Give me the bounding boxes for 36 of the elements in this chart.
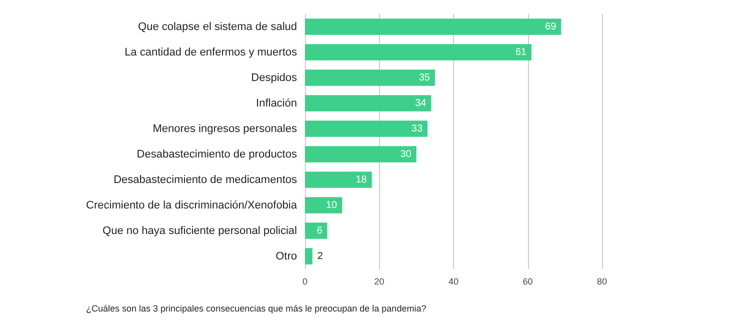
data-label: 34 (415, 98, 427, 109)
data-label: 33 (411, 123, 423, 134)
y-tick-label: Desabastecimiento de medicamentos (114, 174, 298, 186)
bar (305, 120, 428, 137)
data-label: 35 (418, 72, 430, 84)
y-tick-label: Menores ingresos personales (152, 122, 298, 135)
x-tick-label: 60 (522, 276, 533, 286)
data-label: 61 (515, 46, 527, 58)
data-label: 69 (545, 21, 557, 32)
y-tick-label: La cantidad de enfermos y muertos (124, 46, 298, 58)
y-tick-label: Crecimiento de la discriminación/Xenofobia (86, 199, 298, 212)
bar (305, 172, 372, 188)
bar (305, 18, 562, 35)
bar (305, 248, 312, 264)
y-tick-label: Que colapse el sistema de salud (138, 20, 297, 33)
x-tick-label: 40 (448, 276, 459, 286)
x-tick-label: 20 (374, 276, 384, 286)
bar (305, 146, 416, 162)
data-label: 30 (400, 148, 412, 160)
bar (305, 222, 328, 239)
data-label: 10 (326, 200, 338, 211)
y-tick-label: Otro (276, 250, 297, 262)
x-tick-label: 80 (596, 276, 608, 286)
bar (305, 95, 432, 112)
text: ¿Cuáles son las 3 principales consecuencias que más le preocupan de la pandemia? (86, 304, 426, 314)
data-label: 18 (356, 174, 368, 186)
data-label: 2 (317, 250, 324, 262)
y-tick-label: Desabastecimiento de productos (136, 148, 298, 160)
y-tick-label: Despidos (251, 72, 298, 84)
x-tick-label: 0 (302, 276, 308, 286)
y-tick-label: Que no haya suficiente personal policial (102, 224, 297, 237)
bar (305, 44, 532, 60)
bar (305, 70, 435, 86)
bar (305, 197, 342, 214)
data-label: 6 (316, 225, 323, 236)
y-tick-label: Inflación (256, 97, 297, 110)
